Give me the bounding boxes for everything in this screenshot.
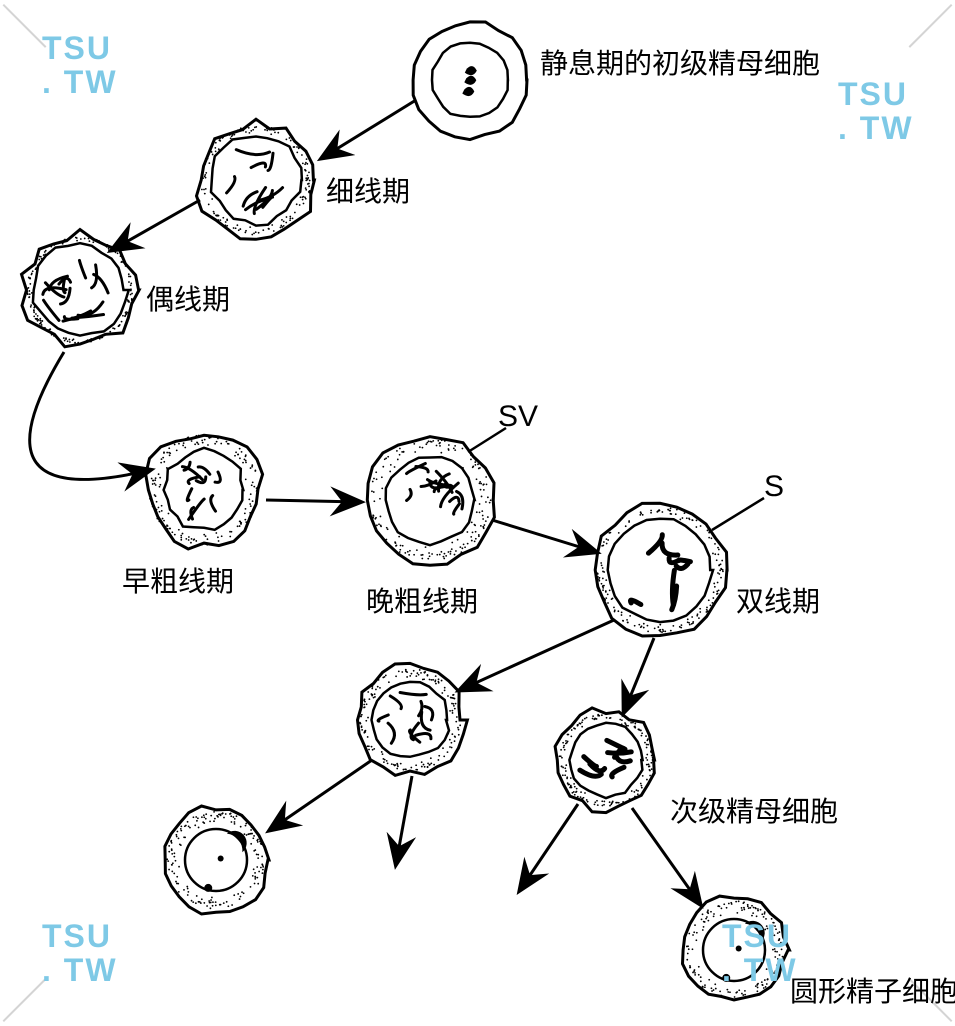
early_pachy_label: 早粗线期	[122, 560, 234, 600]
cell-sptd_left	[165, 806, 269, 914]
cell-resting	[413, 22, 527, 140]
spermatid_label: 圆形精子细胞	[790, 970, 955, 1010]
watermark-line-1: TSU	[42, 920, 118, 954]
arrow	[492, 520, 596, 552]
cell-sec_left	[358, 663, 468, 775]
corner-fold-tl	[3, 4, 47, 48]
watermark-tsu-tw: TSU. TW	[838, 78, 914, 145]
watermark-line-2: . TW	[838, 112, 914, 146]
watermark-line-1: TSU	[42, 32, 118, 66]
zygotene_label: 偶线期	[146, 278, 230, 318]
watermark-tsu-tw: TSU. TW	[42, 920, 118, 987]
watermark-line-2: . TW	[42, 66, 118, 100]
svg-layer	[0, 0, 955, 1026]
cell-sec_right	[555, 708, 654, 813]
arrow	[460, 620, 614, 690]
cell-diplotene	[595, 503, 727, 636]
watermark-tsu-tw: TSU. TW	[722, 920, 798, 987]
arrow	[322, 100, 416, 158]
cell-zygotene	[22, 230, 140, 347]
watermark-line-2: . TW	[42, 954, 118, 988]
watermark-line-1: TSU	[838, 78, 914, 112]
corner-fold-bl	[3, 978, 47, 1022]
resting_label: 静息期的初级精母细胞	[540, 42, 820, 82]
arrow	[112, 200, 200, 250]
corner-fold-tr	[909, 4, 953, 48]
watermark-line-1: TSU	[722, 920, 798, 954]
secondary_label: 次级精母细胞	[670, 790, 838, 830]
cell-early_pachy	[146, 434, 263, 549]
arrow	[270, 760, 372, 830]
watermark-tsu-tw: TSU. TW	[42, 32, 118, 99]
leader-line	[712, 498, 764, 530]
arrow	[396, 776, 412, 864]
arrow	[520, 804, 578, 890]
arrow	[30, 352, 150, 479]
arrow	[266, 500, 360, 502]
diagram-canvas: 静息期的初级精母细胞细线期偶线期早粗线期晚粗线期 SV S 双线期次级精母细胞圆形精子…	[0, 0, 955, 1026]
leptotene_label: 细线期	[326, 170, 410, 210]
cell-late_pachy	[367, 437, 494, 566]
s_label: S	[764, 470, 784, 504]
late_pachy_label: 晚粗线期	[366, 580, 478, 620]
cell-leptotene	[197, 119, 315, 239]
watermark-line-2: . TW	[722, 954, 798, 988]
diplotene_label: 双线期	[736, 580, 820, 620]
arrow	[624, 638, 654, 712]
sv_label: SV	[498, 400, 538, 434]
